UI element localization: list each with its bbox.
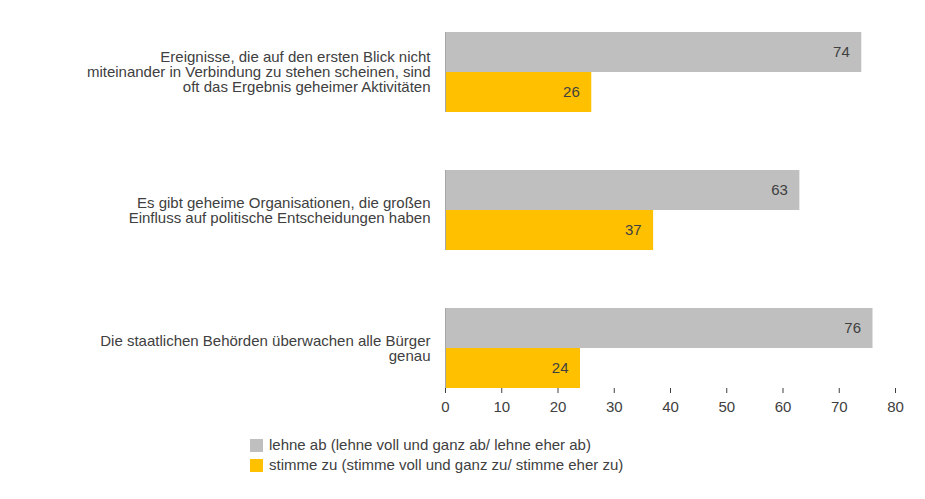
svg-text:24: 24 [552,359,569,376]
svg-text:74: 74 [833,43,850,60]
svg-text:Ereignisse, die auf den ersten: Ereignisse, die auf den ersten Blick nic… [87,48,431,95]
svg-text:70: 70 [831,398,848,415]
svg-text:0: 0 [441,398,449,415]
svg-text:20: 20 [550,398,567,415]
svg-text:40: 40 [662,398,679,415]
svg-text:Es gibt geheime Organisationen: Es gibt geheime Organisationen, die groß… [129,194,431,226]
svg-text:30: 30 [606,398,623,415]
svg-text:76: 76 [844,319,861,336]
svg-text:37: 37 [625,221,642,238]
svg-text:60: 60 [775,398,792,415]
html-text:lehne ab (lehne voll und ganz: lehne ab (lehne voll und ganz ab/ lehne … [269,436,591,453]
html-text:stimme zu (stimme voll und gan: stimme zu (stimme voll und ganz zu/ stim… [269,456,624,473]
svg-text:80: 80 [887,398,904,415]
svg-text:26: 26 [563,83,580,100]
svg-text:10: 10 [493,398,510,415]
svg-text:50: 50 [718,398,735,415]
svg-text:63: 63 [771,181,788,198]
svg-text:Die staatlichen Behörden überw: Die staatlichen Behörden überwachen alle… [100,332,430,364]
